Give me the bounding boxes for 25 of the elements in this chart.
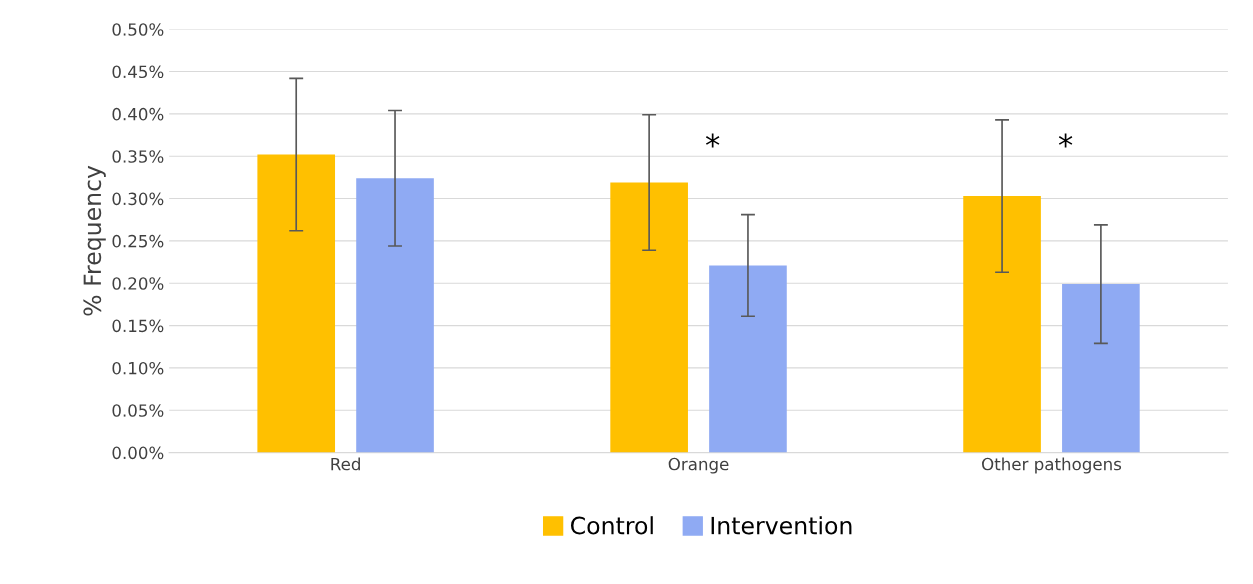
bar [257,154,336,453]
y-tick-label: 0.15% [112,319,164,333]
y-tick-label: 0.50% [112,23,164,36]
y-tick-label: 0.30% [112,192,164,206]
x-tick-label: Orange [668,457,729,474]
bar [610,182,688,453]
x-tick-label: Red [331,457,360,471]
legend-label: Intervention [711,516,852,535]
y-tick-label: 0.10% [112,361,164,375]
y-tick-label: 0.35% [112,150,164,163]
bar [356,178,434,453]
y-tick-label: 0.40% [112,107,164,121]
x-tick-label: Other pathogens [982,457,1122,474]
y-tick-label: 0.00% [112,446,164,460]
bar [963,196,1041,453]
bar [1062,284,1140,453]
y-tick-label: 0.45% [112,65,164,79]
bar [709,265,787,453]
annotation: * [705,133,720,148]
y-axis-title: % Frequency [83,165,106,316]
y-tick-label: 0.05% [112,404,164,417]
annotation: * [1058,133,1073,148]
legend-label: Control [570,516,653,535]
y-tick-label: 0.25% [112,234,164,248]
y-tick-label: 0.20% [112,277,164,290]
